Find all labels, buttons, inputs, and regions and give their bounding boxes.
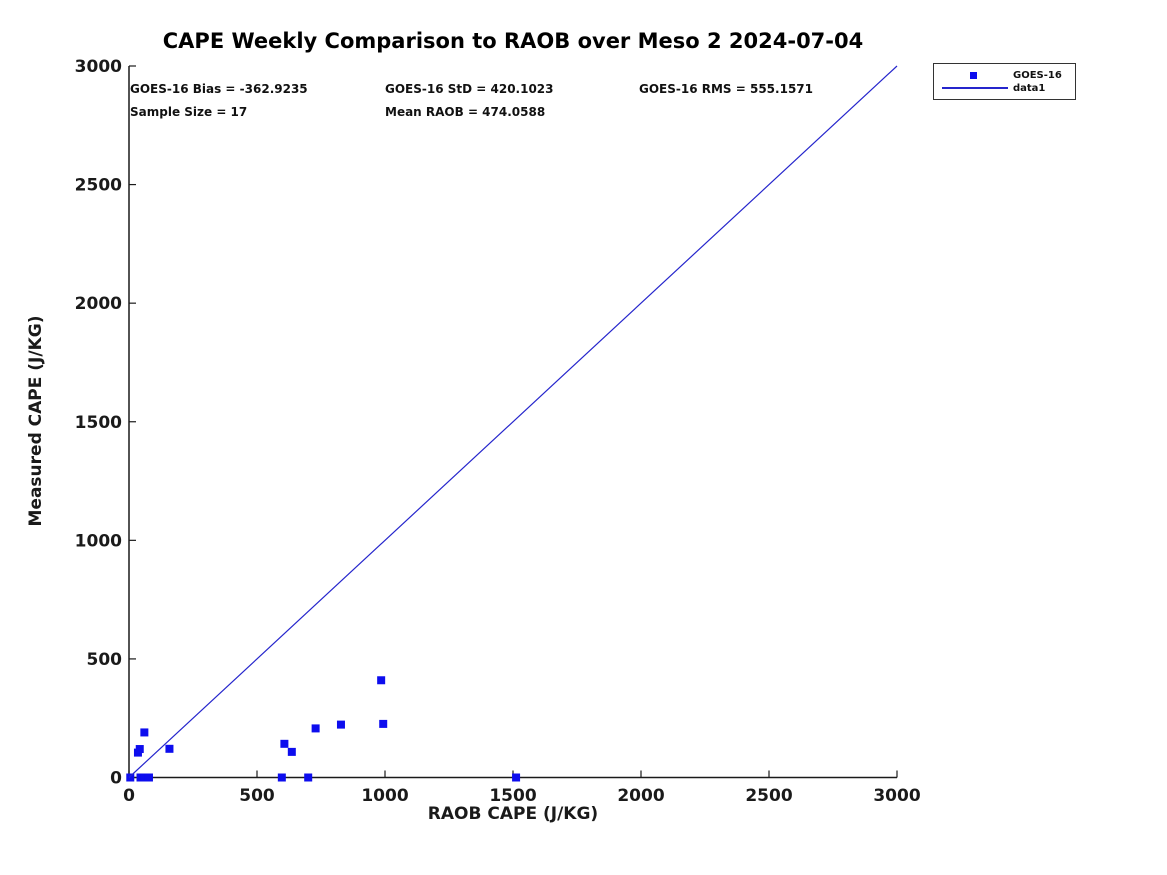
legend-square-marker-icon bbox=[970, 72, 977, 79]
scatter-point bbox=[336, 720, 345, 729]
scatter-point bbox=[277, 773, 286, 782]
x-tick-label: 1500 bbox=[489, 786, 536, 806]
y-tick-label: 1500 bbox=[75, 413, 122, 433]
legend-label-goes16: GOES-16 bbox=[1013, 70, 1062, 81]
y-tick-label: 2000 bbox=[75, 294, 122, 314]
scatter-point bbox=[377, 676, 386, 685]
x-tick-label: 500 bbox=[239, 786, 275, 806]
scatter-point bbox=[135, 745, 144, 754]
scatter-point bbox=[140, 773, 149, 782]
y-tick-label: 2500 bbox=[75, 176, 122, 196]
stat-std: GOES-16 StD = 420.1023 bbox=[385, 82, 554, 96]
x-tick-label: 3000 bbox=[873, 786, 920, 806]
x-tick-label: 0 bbox=[123, 786, 135, 806]
scatter-point bbox=[287, 747, 296, 756]
scatter-point bbox=[144, 773, 153, 782]
x-tick-label: 2000 bbox=[617, 786, 664, 806]
y-tick-label: 3000 bbox=[75, 57, 122, 77]
y-tick-label: 1000 bbox=[75, 531, 122, 551]
y-tick-label: 0 bbox=[110, 769, 122, 789]
stat-mean-raob: Mean RAOB = 474.0588 bbox=[385, 105, 546, 119]
y-tick-label: 500 bbox=[87, 650, 123, 670]
scatter-point bbox=[140, 728, 149, 737]
stat-rms: GOES-16 RMS = 555.1571 bbox=[639, 82, 813, 96]
x-tick-label: 2500 bbox=[745, 786, 792, 806]
legend-label-data1: data1 bbox=[1013, 83, 1046, 94]
scatter-point bbox=[126, 773, 135, 782]
legend: GOES-16 data1 bbox=[933, 63, 1076, 100]
x-tick-label: 1000 bbox=[361, 786, 408, 806]
identity-line bbox=[128, 65, 898, 778]
scatter-point bbox=[311, 724, 320, 733]
scatter-point bbox=[304, 773, 313, 782]
scatter-point bbox=[379, 719, 388, 728]
legend-line-swatch bbox=[942, 87, 1008, 89]
scatter-point bbox=[280, 739, 289, 748]
stat-bias: GOES-16 Bias = -362.9235 bbox=[130, 82, 308, 96]
scatter-point bbox=[165, 744, 174, 753]
y-axis-label: Measured CAPE (J/KG) bbox=[26, 315, 46, 527]
chart-title: CAPE Weekly Comparison to RAOB over Meso… bbox=[162, 29, 864, 53]
stat-sample-size: Sample Size = 17 bbox=[130, 105, 248, 119]
scatter-point bbox=[512, 773, 521, 782]
x-axis-label: RAOB CAPE (J/KG) bbox=[427, 804, 599, 824]
